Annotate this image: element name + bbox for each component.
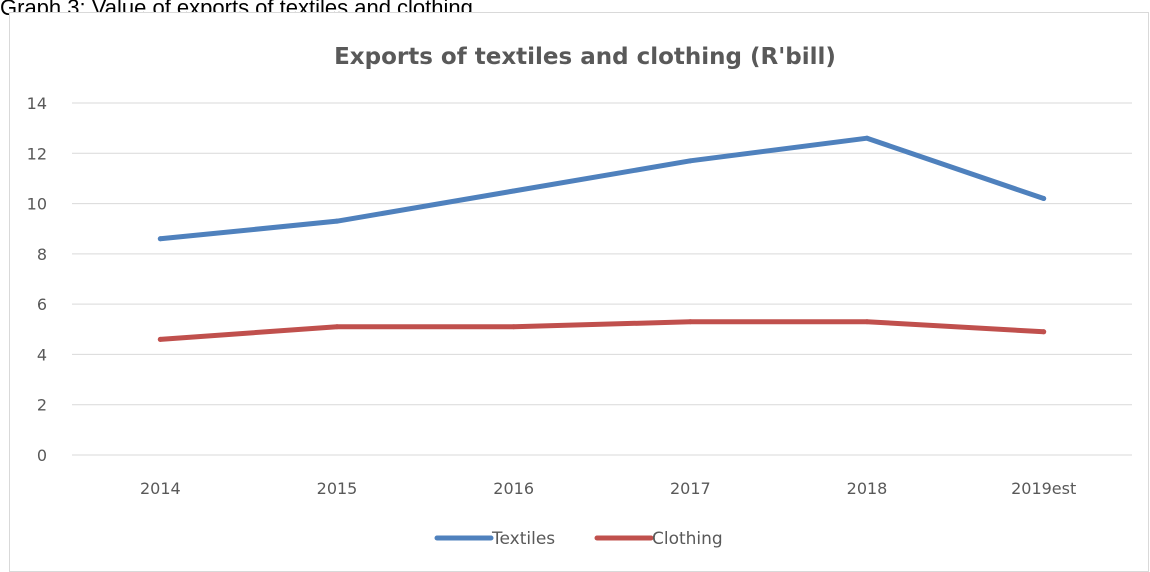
y-tick-label: 0 <box>37 446 47 465</box>
series-lines <box>157 135 1047 342</box>
x-tick-label: 2015 <box>317 479 358 498</box>
clothing-series-line <box>157 319 1047 342</box>
clothing-data-point <box>157 336 163 342</box>
x-tick-label: 2014 <box>140 479 181 498</box>
y-tick-label: 2 <box>37 396 47 415</box>
textiles-data-point <box>687 158 693 164</box>
chart-frame <box>9 12 1149 572</box>
clothing-data-point <box>687 319 693 325</box>
x-axis-ticks: 2014 2015 2016 2017 2018 2019est <box>140 479 1076 498</box>
x-tick-label: 2017 <box>670 479 711 498</box>
textiles-data-point <box>334 218 340 224</box>
textiles-data-point <box>157 236 163 242</box>
clothing-legend-label: Clothing <box>652 529 723 549</box>
clothing-data-point <box>334 324 340 330</box>
gridlines <box>72 102 1132 456</box>
legend: Textiles Clothing <box>434 529 723 549</box>
clothing-data-point <box>864 319 870 325</box>
y-axis-ticks: 0 2 4 6 8 10 12 14 <box>27 94 47 465</box>
y-tick-label: 8 <box>37 245 47 264</box>
y-tick-label: 6 <box>37 295 47 314</box>
y-tick-label: 4 <box>37 345 47 364</box>
x-tick-label: 2019est <box>1011 479 1076 498</box>
y-tick-label: 14 <box>27 94 47 113</box>
chart-title: Exports of textiles and clothing (R'bill… <box>334 44 836 70</box>
y-tick-label: 12 <box>27 144 47 163</box>
x-tick-label: 2016 <box>493 479 534 498</box>
textiles-data-point <box>511 188 517 194</box>
x-tick-label: 2018 <box>847 479 888 498</box>
textiles-legend-label: Textiles <box>491 529 555 549</box>
clothing-data-point <box>1041 329 1047 335</box>
y-tick-label: 10 <box>27 195 47 214</box>
textiles-series-line <box>157 135 1047 242</box>
textiles-data-point <box>1041 196 1047 202</box>
clothing-data-point <box>511 324 517 330</box>
textiles-data-point <box>864 135 870 141</box>
